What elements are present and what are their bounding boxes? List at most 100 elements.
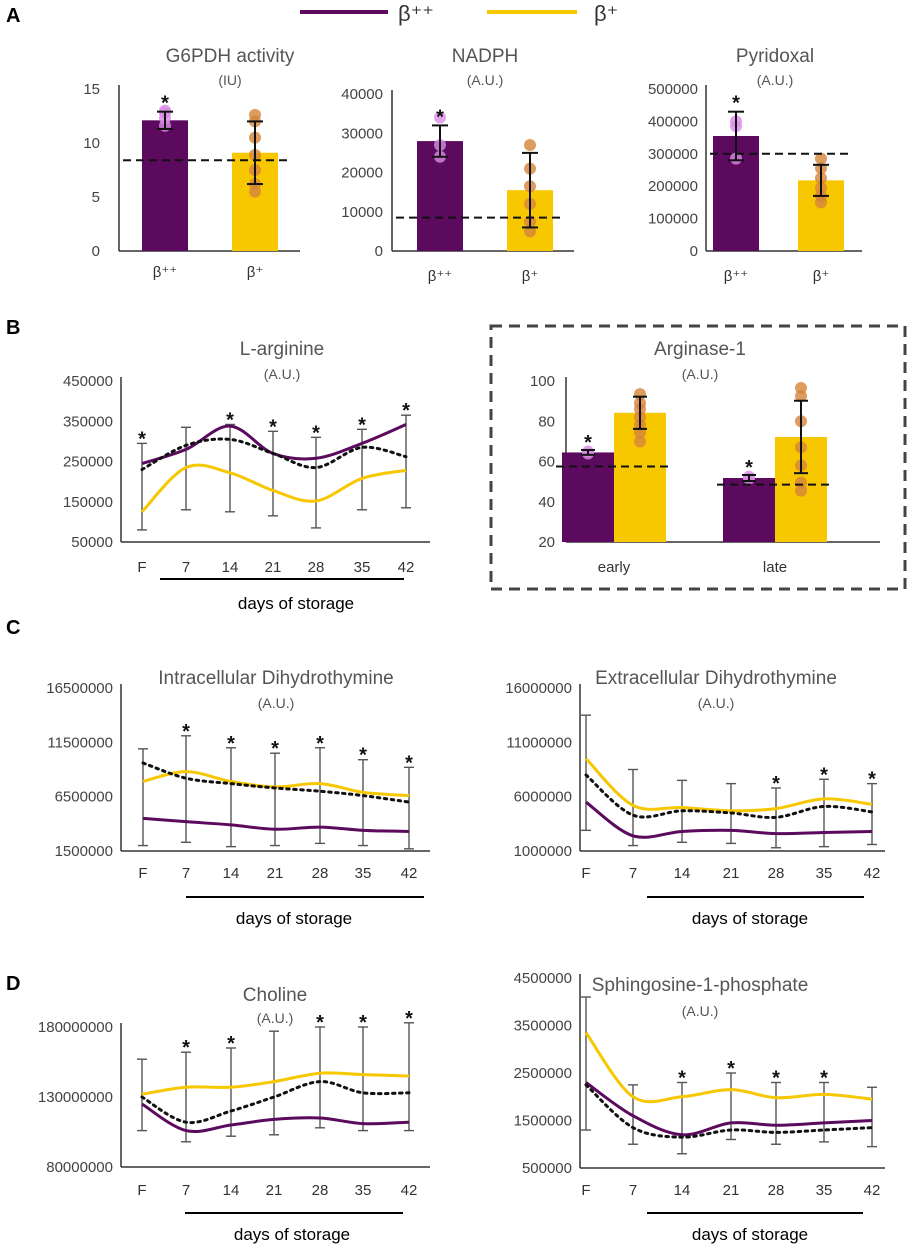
- pyridoxal-ytick-label: 100000: [648, 211, 698, 228]
- intra_dht-category-label: 42: [401, 865, 418, 882]
- arginine-series-reference-line: [140, 437, 408, 472]
- g6pdh-ytick-label: 15: [83, 81, 100, 98]
- pyridoxal-data-point: [815, 152, 827, 165]
- nadph-subtitle: (A.U.): [467, 72, 504, 88]
- s1p-ytick-label: 2500000: [514, 1065, 572, 1082]
- s1p-series-reference-line: [584, 1083, 874, 1139]
- extra_dht-category-label: F: [581, 865, 590, 882]
- panel-label-c: C: [6, 617, 20, 639]
- days-label-b: days of storage: [238, 594, 354, 613]
- extra_dht-title: Extracellular Dihydrothymine: [595, 668, 837, 689]
- nadph-ytick-label: 30000: [341, 125, 383, 142]
- nadph-ytick-label: 40000: [341, 86, 383, 103]
- g6pdh-ytick-label: 10: [83, 135, 100, 152]
- arginase-bar-late-sig-star: *: [745, 457, 753, 479]
- nadph-ytick-label: 20000: [341, 165, 383, 182]
- intra_dht-series-bp-line: [142, 770, 410, 798]
- g6pdh-data-point: [249, 185, 261, 198]
- arginine-title: L-arginine: [240, 339, 325, 360]
- g6pdh-bar-0: [142, 120, 188, 251]
- choline-series-bpp-line: [141, 1102, 410, 1133]
- choline-title: Choline: [243, 985, 307, 1006]
- s1p-ytick-label: 500000: [522, 1160, 572, 1177]
- intra_dht-category-label: F: [138, 865, 147, 882]
- arginase-category-label: late: [763, 559, 787, 576]
- legend: β⁺⁺ β⁺: [300, 1, 618, 26]
- arginine-day-21-sig-star: *: [269, 416, 277, 438]
- choline-ytick-label: 130000000: [38, 1089, 113, 1106]
- arginine-series-bp-line: [140, 463, 407, 513]
- extra_dht-day-35-sig-star: *: [820, 764, 828, 786]
- s1p-subtitle: (A.U.): [682, 1003, 719, 1019]
- g6pdh-category-label: β⁺: [247, 264, 264, 281]
- arginine-category-label: 28: [308, 559, 325, 576]
- nadph-data-point: [524, 139, 536, 152]
- s1p-category-label: F: [581, 1182, 590, 1199]
- s1p-category-label: 14: [674, 1182, 691, 1199]
- extra_dht-subtitle: (A.U.): [698, 695, 735, 711]
- s1p-day-14-sig-star: *: [678, 1068, 686, 1090]
- days-label-d1: days of storage: [234, 1225, 350, 1244]
- arginase-ytick-label: 80: [538, 413, 555, 430]
- intra_dht-subtitle: (A.U.): [258, 695, 295, 711]
- choline-day-14-sig-star: *: [227, 1033, 235, 1055]
- s1p-category-label: 28: [768, 1182, 785, 1199]
- extra_dht-ytick-label: 6000000: [514, 789, 572, 806]
- choline-category-label: 21: [266, 1182, 283, 1199]
- intra_dht-day-21-sig-star: *: [271, 738, 279, 760]
- nadph-ytick-label: 10000: [341, 204, 383, 221]
- pyridoxal-category-label: β⁺: [813, 268, 830, 285]
- choline-category-label: F: [137, 1182, 146, 1199]
- pyridoxal-bar-0-sig-star: *: [732, 93, 740, 115]
- arginine-ytick-label: 450000: [63, 373, 113, 390]
- arginase-data-point: [795, 484, 807, 497]
- nadph-title: NADPH: [452, 46, 519, 67]
- g6pdh-title: G6PDH activity: [166, 46, 295, 67]
- arginine-category-label: 7: [182, 559, 190, 576]
- choline-category-label: 35: [355, 1182, 372, 1199]
- extra_dht-ytick-label: 11000000: [506, 734, 572, 751]
- g6pdh-bar-0-sig-star: *: [161, 93, 169, 115]
- arginine-day-35-sig-star: *: [358, 414, 366, 436]
- choline-subtitle: (A.U.): [257, 1010, 294, 1026]
- choline-ytick-label: 180000000: [38, 1019, 113, 1036]
- pyridoxal-ytick-label: 500000: [648, 81, 698, 98]
- panel-label-b: B: [6, 317, 20, 339]
- charts-layer: G6PDH activity (IU) 0 5 10 15 β⁺⁺ * β⁺ NADPH (A.U.…: [38, 46, 885, 1199]
- arginase-data-point: [634, 435, 646, 448]
- choline-category-label: 14: [223, 1182, 240, 1199]
- intra_dht-series-bpp-line: [142, 816, 410, 833]
- arginase-data-point: [795, 390, 807, 403]
- s1p-ytick-label: 1500000: [514, 1113, 572, 1130]
- nadph-data-point: [434, 111, 446, 124]
- intra_dht-ytick-label: 6500000: [55, 789, 113, 806]
- choline-category-label: 7: [182, 1182, 190, 1199]
- extra_dht-category-label: 14: [674, 865, 691, 882]
- legend-bp-label: β⁺: [594, 1, 618, 26]
- intra_dht-ytick-label: 11500000: [47, 734, 113, 751]
- pyridoxal-ytick-label: 300000: [648, 146, 698, 163]
- intra_dht-day-7-sig-star: *: [182, 721, 190, 743]
- intra_dht-category-label: 35: [355, 865, 372, 882]
- arginine-ytick-label: 150000: [63, 494, 113, 511]
- extra_dht-day-28-sig-star: *: [772, 773, 780, 795]
- arginase-title: Arginase-1: [654, 339, 746, 360]
- intra_dht-title: Intracellular Dihydrothymine: [158, 668, 394, 689]
- g6pdh-subtitle: (IU): [218, 72, 241, 88]
- extra_dht-category-label: 35: [816, 865, 833, 882]
- arginase-ytick-label: 100: [530, 373, 555, 390]
- extra_dht-category-label: 21: [723, 865, 740, 882]
- arginase-ytick-label: 40: [538, 494, 555, 511]
- s1p-category-label: 42: [864, 1182, 881, 1199]
- arginine-subtitle: (A.U.): [264, 366, 301, 382]
- s1p-series-bpp-line: [585, 1081, 873, 1137]
- arginine-day-F-sig-star: *: [138, 428, 146, 450]
- choline-category-label: 42: [401, 1182, 418, 1199]
- days-label-c2: days of storage: [692, 909, 808, 928]
- arginine-ytick-label: 50000: [71, 534, 113, 551]
- choline-day-35-sig-star: *: [359, 1012, 367, 1034]
- intra_dht-day-42-sig-star: *: [405, 752, 413, 774]
- choline-day-7-sig-star: *: [182, 1037, 190, 1059]
- intra_dht-category-label: 7: [182, 865, 190, 882]
- intra_dht-day-28-sig-star: *: [316, 733, 324, 755]
